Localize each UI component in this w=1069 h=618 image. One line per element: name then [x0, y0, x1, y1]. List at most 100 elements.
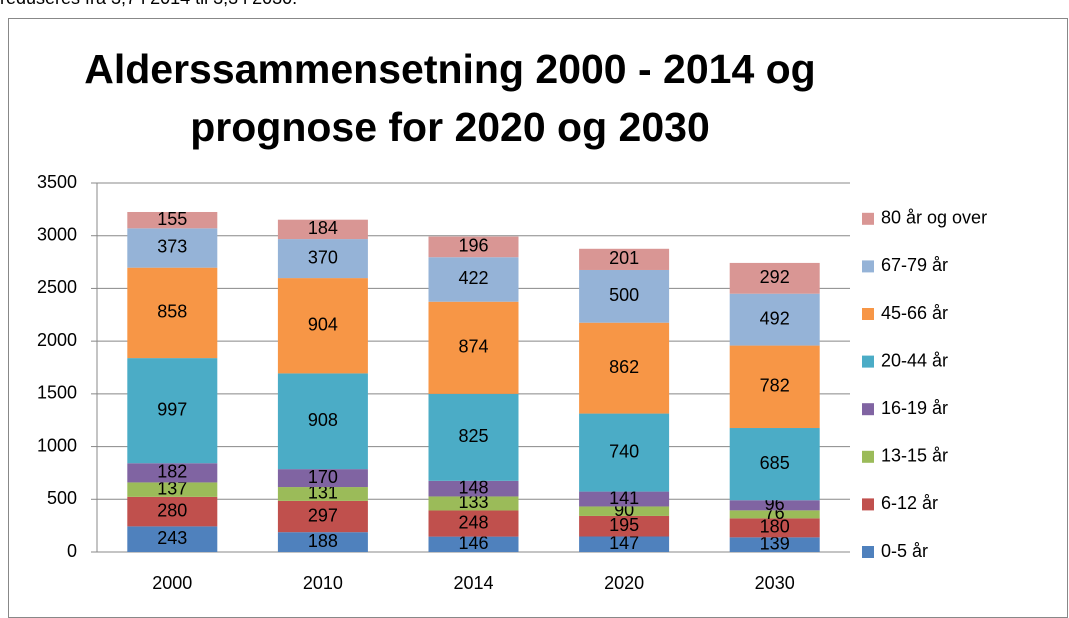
data-label: 188	[308, 531, 338, 551]
data-label: 141	[609, 488, 639, 508]
legend-label: 67-79 år	[881, 255, 948, 275]
data-label: 182	[157, 462, 187, 482]
legend-swatch	[862, 498, 874, 511]
data-label: 131	[308, 483, 338, 503]
bar-segment	[428, 510, 519, 537]
data-label: 139	[760, 533, 790, 553]
legend-label: 45-66 år	[881, 303, 948, 323]
data-label: 874	[458, 337, 488, 357]
bar-segment	[428, 536, 519, 552]
legend-swatch	[862, 355, 874, 368]
x-tick-label: 2020	[604, 573, 644, 593]
bar-segment	[277, 487, 368, 501]
legend-label: 16-19 år	[881, 398, 948, 418]
bar-segment	[579, 269, 670, 323]
x-tick-label: 2010	[303, 573, 343, 593]
bar-segment	[579, 491, 670, 507]
data-label: 292	[760, 267, 790, 287]
bar-segment	[127, 211, 218, 229]
legend-label: 0-5 år	[881, 541, 928, 561]
data-label: 908	[308, 410, 338, 430]
data-label: 904	[308, 315, 338, 335]
x-tick-label: 2014	[453, 573, 493, 593]
data-label: 201	[609, 248, 639, 268]
bar-segment	[428, 480, 519, 497]
y-tick-label: 2500	[37, 277, 77, 297]
bar-segment	[579, 248, 670, 270]
data-label: 155	[157, 209, 187, 229]
bar-segment	[579, 413, 670, 492]
bar-segment	[277, 469, 368, 488]
bar-segment	[127, 463, 218, 483]
y-tick-label: 0	[67, 541, 77, 561]
legend-swatch	[862, 212, 874, 225]
data-label: 492	[760, 308, 790, 328]
bar-segment	[428, 393, 519, 481]
bar-segment	[277, 532, 368, 552]
y-tick-label: 2000	[37, 330, 77, 350]
legend-label: 20-44 år	[881, 350, 948, 370]
bar-segment	[127, 267, 218, 359]
bar-segment	[127, 228, 218, 268]
data-label: 373	[157, 237, 187, 257]
bar-segment	[428, 496, 519, 511]
data-label: 825	[458, 426, 488, 446]
bar-segment	[729, 537, 820, 552]
data-label: 422	[458, 268, 488, 288]
bar-segment	[127, 526, 218, 552]
bar-segment	[729, 510, 820, 519]
data-label: 196	[458, 236, 488, 256]
y-tick-label: 3000	[37, 224, 77, 244]
bar-segment	[277, 219, 368, 240]
data-label: 740	[609, 441, 639, 461]
header-text: reduseres fra 3,7 i 2014 til 3,3 i 2030.	[0, 0, 297, 9]
bar-segment	[729, 345, 820, 429]
bar-segment	[579, 506, 670, 516]
data-label: 170	[308, 467, 338, 487]
legend-swatch	[862, 403, 874, 416]
legend-swatch	[862, 450, 874, 463]
data-label: 862	[609, 357, 639, 377]
y-tick-label: 1000	[37, 435, 77, 455]
x-tick-label: 2000	[152, 573, 192, 593]
y-tick-label: 3500	[37, 172, 77, 192]
data-label: 782	[760, 376, 790, 396]
bar-segment	[729, 293, 820, 346]
bar-segment	[127, 482, 218, 497]
data-label: 500	[609, 285, 639, 305]
legend-label: 13-15 år	[881, 446, 948, 466]
bar-segment	[277, 373, 368, 470]
data-label: 248	[458, 512, 488, 532]
data-label: 147	[609, 533, 639, 553]
bar-segment	[277, 239, 368, 279]
bar-segment	[127, 496, 218, 527]
legend-swatch	[862, 260, 874, 273]
bar-segment	[579, 322, 670, 414]
data-label: 184	[308, 218, 338, 238]
bar-segment	[729, 262, 820, 294]
x-tick-label: 2030	[755, 573, 795, 593]
bar-segment	[277, 500, 368, 533]
data-label: 137	[157, 478, 187, 498]
data-label: 858	[157, 302, 187, 322]
legend-swatch	[862, 546, 874, 558]
bar-segment	[428, 236, 519, 258]
data-label: 243	[157, 528, 187, 548]
data-label: 146	[458, 533, 488, 553]
y-tick-label: 500	[47, 488, 77, 508]
data-label: 180	[760, 517, 790, 537]
y-tick-label: 1500	[37, 383, 77, 403]
legend-swatch	[862, 308, 874, 320]
bar-segment	[729, 518, 820, 538]
data-label: 370	[308, 247, 338, 267]
data-label: 997	[157, 399, 187, 419]
chart-title: Alderssammensetning 2000 - 2014 og progn…	[84, 46, 816, 150]
data-label: 685	[760, 453, 790, 473]
data-label: 297	[308, 505, 338, 525]
bar-segment	[729, 500, 820, 511]
bar-segment	[579, 515, 670, 537]
bar-segment	[277, 278, 368, 374]
legend-label: 80 år og over	[881, 208, 987, 228]
